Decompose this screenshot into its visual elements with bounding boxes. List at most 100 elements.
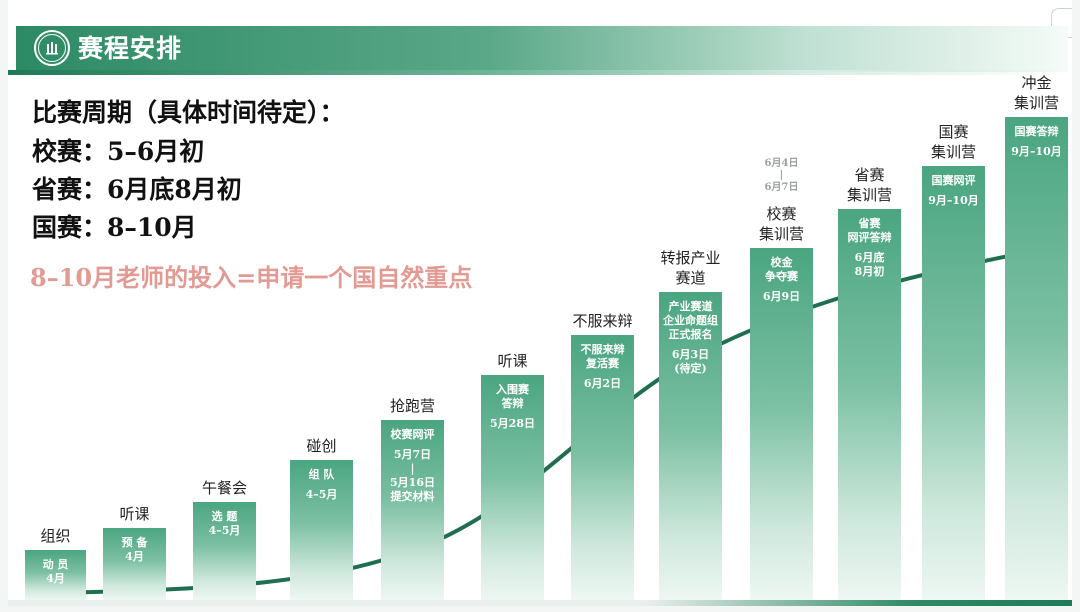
stage-bar: 组 队 4–5月: [290, 460, 353, 600]
stage-bar-line: 5月16日: [390, 476, 435, 489]
stage-bar: 入围赛 答辩 5月28日: [481, 375, 544, 600]
stage-label-line: 午餐会: [201, 479, 247, 497]
header-band: 赛程安排: [16, 26, 1068, 72]
stage-bar-line: 国赛网评: [931, 174, 976, 187]
stage-label-line: 听课: [119, 505, 150, 523]
stage-label: 校赛 集训营: [740, 204, 823, 244]
stage-bar-line: 校金: [770, 256, 793, 269]
stage-bar-line: 8月初: [854, 265, 885, 278]
stage-bar-text: 校金 争夺赛 6月9日: [750, 256, 813, 304]
stage-label-line: 校赛: [766, 205, 797, 223]
stage-bar-line: 6月2日: [583, 377, 622, 390]
stage-bar-line: 4月: [125, 550, 144, 563]
stage-bar-line: 5月28日: [490, 417, 535, 430]
stage-label-line: 听课: [497, 352, 528, 370]
stage-label-line: 集训营: [1013, 94, 1059, 112]
stage-bar-line: 不服来辩: [580, 343, 625, 356]
stage-bar-line: 6月底: [854, 251, 885, 264]
stage-bar: 国赛网评 9月–10月: [922, 166, 985, 600]
stage-bar-text: 预 备 4月: [103, 536, 166, 564]
stage-bar-text: 不服来辩 复活赛 6月2日: [571, 343, 634, 391]
stage-label-line: 转报产业: [660, 249, 721, 267]
stage-bar-text: 国赛答辩 9月–10月: [1005, 125, 1068, 159]
stage-bar-text: 国赛网评 9月–10月: [922, 174, 985, 208]
stage-bar: 校赛网评 5月7日 | 5月16日 提交材料: [381, 420, 444, 600]
stage-bar-line: 6月9日: [762, 290, 801, 303]
university-seal-icon: [34, 30, 70, 66]
stage-top-date-line: |: [779, 170, 784, 181]
stage-bar-line: 9月–10月: [928, 194, 979, 207]
stage-label-line: 碰创: [306, 437, 337, 455]
stage-label-line: 集训营: [846, 186, 892, 204]
stage-bar: 省赛 网评答辩 6月底 8月初: [838, 209, 901, 600]
stage-label-line: 省赛: [854, 166, 885, 184]
stage-bar-text: 组 队 4–5月: [290, 468, 353, 502]
stage-bar: 不服来辩 复活赛 6月2日: [571, 335, 634, 600]
stage-bar-line: 5月7日: [393, 448, 432, 461]
stage-bar-line: (待定): [674, 362, 707, 375]
stage-bar-line: 6月3日: [671, 348, 710, 361]
stage-bar-line: 企业命题组: [663, 314, 718, 327]
page-title: 赛程安排: [78, 34, 183, 63]
stage-label-line: 冲金: [1021, 74, 1052, 92]
stage-label-line: 组织: [40, 527, 71, 545]
stage-top-date-line: 6月7日: [764, 182, 799, 193]
stage-label: 国赛 集训营: [912, 122, 995, 162]
stage-label: 冲金 集训营: [995, 73, 1072, 113]
stage-bar-text: 选 题 4–5月: [193, 510, 256, 538]
slide: 赛程安排 比赛周期（具体时间待定）： 校赛：5–6月初 省赛：6月底8月初 国赛…: [8, 0, 1072, 606]
stage-label: 午餐会: [183, 478, 266, 498]
school-round-dates: 校赛：5–6月初: [32, 137, 205, 166]
stage-bar-text: 省赛 网评答辩 6月底 8月初: [838, 217, 901, 279]
stage-label-line: 不服来辩: [572, 312, 633, 330]
period-title: 比赛周期（具体时间待定）：: [32, 98, 345, 127]
stage-top-date-line: 6月4日: [764, 158, 799, 169]
stage-label: 抢跑营: [371, 396, 454, 416]
province-round-dates: 省赛：6月底8月初: [32, 175, 242, 204]
stage-bar-line: 动 员: [42, 558, 69, 571]
stage-bar-line: 国赛答辩: [1014, 125, 1059, 138]
stage-label: 组织: [15, 526, 96, 546]
stage-bar: 产业赛道 企业命题组 正式报名 6月3日 (待定): [659, 292, 722, 600]
stage-label-line: 抢跑营: [389, 397, 435, 415]
stage-label-line: 赛道: [675, 269, 706, 287]
stage-bar: 动 员 4月: [25, 550, 86, 600]
stage-label: 听课: [93, 504, 176, 524]
stage-bar-text: 校赛网评 5月7日 | 5月16日 提交材料: [381, 428, 444, 504]
slide-bottom-shade: [8, 600, 1072, 606]
stage-bar: 选 题 4–5月: [193, 502, 256, 600]
stage-label-line: 国赛: [938, 123, 969, 141]
stage-label: 不服来辩: [561, 311, 644, 331]
header-underline: [8, 70, 1072, 75]
stage-top-date: 6月4日 | 6月7日: [750, 158, 813, 194]
stage-bar-line: 4月: [46, 572, 65, 585]
stage-bar-text: 产业赛道 企业命题组 正式报名 6月3日 (待定): [659, 300, 722, 376]
stage-bar: 国赛答辩 9月–10月: [1005, 117, 1068, 600]
stage-label: 听课: [471, 351, 554, 371]
stage-bar-line: 组 队: [308, 468, 335, 481]
stage-bar-line: 9月–10月: [1011, 145, 1062, 158]
stage-bar-line: 入围赛: [496, 383, 529, 396]
stage-bar-line: 网评答辩: [847, 231, 892, 244]
investment-note: 8–10月老师的投入=申请一个国自然重点: [30, 263, 473, 292]
stage-bar-line: 4–5月: [305, 488, 338, 501]
stage-bar-line: 校赛网评: [390, 428, 435, 441]
stage-label: 省赛 集训营: [828, 165, 911, 205]
stage-bar-text: 入围赛 答辩 5月28日: [481, 383, 544, 431]
stage-label-line: 集训营: [758, 225, 804, 243]
stage-label: 碰创: [280, 436, 363, 456]
stage-bar-line: 产业赛道: [668, 300, 713, 313]
stage-bar-line: 复活赛: [586, 357, 619, 370]
stage-bar-line: 正式报名: [668, 328, 713, 341]
stage-bar-line: 争夺赛: [765, 270, 798, 283]
stage-bar-text: 动 员 4月: [25, 558, 86, 586]
stage-label: 转报产业 赛道: [649, 248, 732, 288]
stage-bar-line: 答辩: [501, 397, 524, 410]
stage-bar-line: 选 题: [211, 510, 238, 523]
stage-bar: 预 备 4月: [103, 528, 166, 600]
stage-bar-line: 省赛: [858, 217, 881, 230]
stage-bar-line: 预 备: [121, 536, 148, 549]
stage-bar-line: |: [410, 462, 415, 475]
stage-bar: 校金 争夺赛 6月9日: [750, 248, 813, 600]
stage-bar-line: 提交材料: [390, 490, 435, 503]
